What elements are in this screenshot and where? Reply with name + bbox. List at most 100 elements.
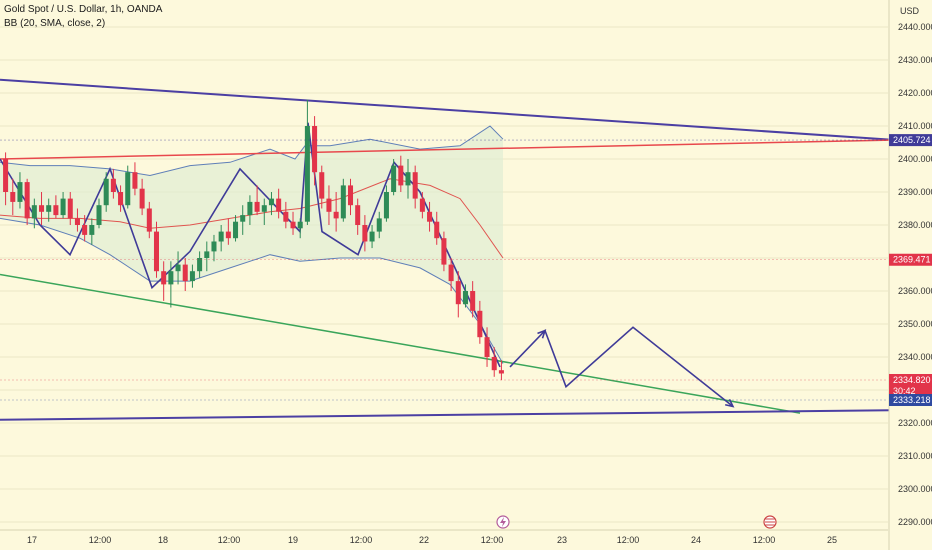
candle-body bbox=[53, 205, 59, 216]
y-tick-label: 2420.000 bbox=[898, 88, 932, 98]
candle-body bbox=[347, 185, 354, 206]
candle-body bbox=[96, 205, 102, 225]
candle-body bbox=[398, 165, 404, 186]
candle-body bbox=[333, 211, 339, 219]
candle-body bbox=[211, 241, 217, 252]
candle-body bbox=[74, 218, 80, 225]
y-tick-label: 2410.000 bbox=[898, 121, 932, 131]
candle-body bbox=[434, 221, 440, 239]
upper-trendline bbox=[0, 78, 932, 144]
candle-body bbox=[132, 172, 138, 189]
candle-body bbox=[240, 215, 246, 222]
candle-body bbox=[484, 337, 490, 357]
y-tick-label: 2290.000 bbox=[898, 517, 932, 527]
candle-body bbox=[276, 198, 282, 212]
candle-body bbox=[82, 225, 88, 235]
candle-body bbox=[146, 208, 152, 232]
x-tick-label: 19 bbox=[288, 535, 298, 545]
projection-path[interactable] bbox=[509, 326, 735, 408]
candle-body bbox=[67, 198, 73, 219]
candle-body bbox=[189, 271, 195, 282]
candle-body bbox=[89, 225, 95, 235]
candle-body bbox=[182, 264, 188, 282]
x-tick-label: 22 bbox=[419, 535, 429, 545]
candle-body bbox=[168, 271, 174, 285]
x-tick-label: 12:00 bbox=[481, 535, 504, 545]
candle-body bbox=[448, 264, 454, 282]
countdown-text: 30:42 bbox=[893, 386, 916, 396]
candle-body bbox=[161, 271, 167, 285]
y-tick-label: 2390.000 bbox=[898, 187, 932, 197]
candle-body bbox=[355, 205, 361, 225]
candle-body bbox=[218, 231, 224, 242]
candle-body bbox=[60, 198, 66, 216]
x-tick-label: 12:00 bbox=[89, 535, 112, 545]
event-icons[interactable] bbox=[496, 515, 777, 529]
x-tick-label: 25 bbox=[827, 535, 837, 545]
candle-body bbox=[3, 159, 9, 192]
bollinger-upper bbox=[0, 125, 504, 177]
candle-body bbox=[103, 178, 109, 206]
candle-body bbox=[139, 188, 145, 209]
candle-body bbox=[233, 221, 239, 239]
x-tick-label: 12:00 bbox=[617, 535, 640, 545]
candle-body bbox=[319, 172, 325, 199]
candle-body bbox=[118, 192, 124, 206]
bollinger-basis bbox=[0, 178, 504, 259]
flag-stripes bbox=[765, 518, 775, 526]
price-badge-text: 2334.820 bbox=[893, 375, 931, 385]
candle-body bbox=[283, 211, 289, 222]
y-tick-label: 2350.000 bbox=[898, 319, 932, 329]
candle-body bbox=[110, 178, 116, 192]
candle-body bbox=[304, 126, 310, 222]
y-tick-label: 2310.000 bbox=[898, 451, 932, 461]
green-trendline bbox=[0, 273, 801, 414]
y-tick-label: 2320.000 bbox=[898, 418, 932, 428]
candle-body bbox=[17, 182, 23, 202]
indicator-legend[interactable]: BB (20, SMA, close, 2) bbox=[4, 18, 106, 29]
currency-label: USD bbox=[900, 6, 920, 16]
price-badge-text: 2369.471 bbox=[893, 255, 931, 265]
candle-body bbox=[125, 172, 131, 206]
candle-body bbox=[441, 238, 447, 265]
candle-body bbox=[419, 198, 425, 212]
y-tick-label: 2380.000 bbox=[898, 220, 932, 230]
candle-body bbox=[376, 218, 382, 232]
y-tick-label: 2340.000 bbox=[898, 352, 932, 362]
lower-trendline bbox=[0, 408, 932, 421]
candle-body bbox=[362, 225, 368, 242]
candle-body bbox=[491, 357, 497, 371]
price-badge-text: 2333.218 bbox=[893, 395, 931, 405]
candle-body bbox=[405, 172, 411, 186]
candle-body bbox=[197, 258, 203, 272]
x-tick-label: 18 bbox=[158, 535, 168, 545]
projection-arrow-up bbox=[537, 329, 547, 339]
price-badge bbox=[889, 134, 932, 147]
candlesticks bbox=[3, 99, 504, 381]
lightning-glyph bbox=[500, 517, 506, 527]
price-axis[interactable]: USD 2440.000 2430.000 2420.000 2410.000 2400.… bbox=[888, 0, 932, 550]
candle-body bbox=[204, 251, 210, 258]
symbol-legend[interactable]: Gold Spot / U.S. Dollar, 1h, OANDA bbox=[4, 4, 163, 15]
candle-body bbox=[254, 201, 260, 212]
candle-body bbox=[455, 281, 461, 305]
y-tick-label: 2400.000 bbox=[898, 154, 932, 164]
y-tick-label: 2360.000 bbox=[898, 286, 932, 296]
candle-body bbox=[261, 205, 267, 212]
x-tick-label: 12:00 bbox=[753, 535, 776, 545]
candle-body bbox=[290, 221, 296, 229]
projection-arrow-target bbox=[725, 398, 735, 408]
candle-body bbox=[383, 192, 389, 219]
x-tick-label: 12:00 bbox=[350, 535, 373, 545]
x-tick-label: 24 bbox=[691, 535, 701, 545]
trendlines[interactable] bbox=[0, 78, 932, 421]
projection-line bbox=[509, 326, 734, 408]
candle-body bbox=[498, 370, 504, 374]
price-badge bbox=[889, 394, 932, 406]
candle-body bbox=[412, 172, 418, 199]
candle-body bbox=[31, 205, 37, 219]
candle-body bbox=[46, 205, 52, 212]
time-axis[interactable]: 17 12:00 18 12:00 19 12:00 22 12:00 23 12:00 24 12:… bbox=[0, 529, 888, 545]
